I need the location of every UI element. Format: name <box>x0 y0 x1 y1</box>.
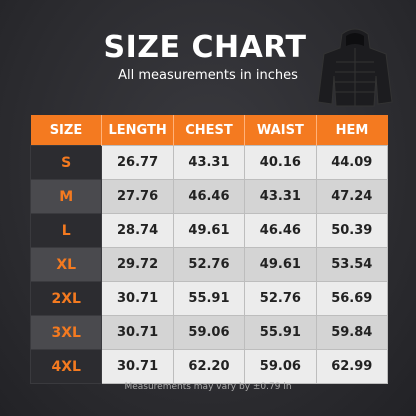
cell: 46.46 <box>244 213 317 248</box>
cell: 27.76 <box>101 179 174 214</box>
size-cell: L <box>29 213 103 248</box>
size-cell: 4XL <box>29 349 103 384</box>
cell: 28.74 <box>101 213 174 248</box>
cell: 59.06 <box>172 315 246 350</box>
cell: 40.16 <box>244 145 317 180</box>
cell: 62.99 <box>315 349 389 384</box>
table-row: M 27.76 46.46 43.31 47.24 <box>29 179 389 214</box>
size-cell: S <box>29 145 103 180</box>
cell: 46.46 <box>172 179 246 214</box>
size-cell: 3XL <box>29 315 103 350</box>
table-row: L 28.74 49.61 46.46 50.39 <box>29 213 389 248</box>
size-cell: 2XL <box>29 281 103 316</box>
cell: 30.71 <box>101 349 174 384</box>
column-header: CHEST <box>172 115 245 146</box>
cell: 29.72 <box>101 247 174 282</box>
jacket-image <box>317 28 393 107</box>
cell: 49.61 <box>244 247 317 282</box>
cell: 50.39 <box>315 213 389 248</box>
size-cell: XL <box>29 247 103 282</box>
cell: 52.76 <box>172 247 246 282</box>
cell: 43.31 <box>172 145 246 180</box>
title: SIZE CHART <box>103 30 307 65</box>
cell: 62.20 <box>172 349 246 384</box>
cell: 59.06 <box>244 349 317 384</box>
cell: 56.69 <box>315 281 389 316</box>
cell: 43.31 <box>244 179 317 214</box>
table-row: S 26.77 43.31 40.16 44.09 <box>29 145 389 180</box>
column-header: HEM <box>315 115 388 146</box>
size-table: SIZE LENGTH CHEST WAIST HEM S 26.77 43.31 40.16… <box>29 115 389 384</box>
column-header: SIZE <box>30 115 102 146</box>
table-row: 4XL 30.71 62.20 59.06 62.99 <box>29 349 389 384</box>
cell: 26.77 <box>101 145 174 180</box>
column-header: WAIST <box>244 115 317 146</box>
cell: 30.71 <box>101 281 174 316</box>
table-row: 3XL 30.71 59.06 55.91 59.84 <box>29 315 389 350</box>
footnote: Measurements may vary by ±0.79 in <box>124 382 292 392</box>
cell: 47.24 <box>315 179 389 214</box>
size-cell: M <box>29 179 103 214</box>
table-row: 2XL 30.71 55.91 52.76 56.69 <box>29 281 389 316</box>
cell: 55.91 <box>172 281 246 316</box>
cell: 49.61 <box>172 213 246 248</box>
column-header: LENGTH <box>101 115 174 146</box>
cell: 44.09 <box>315 145 389 180</box>
cell: 53.54 <box>315 247 389 282</box>
table-row: XL 29.72 52.76 49.61 53.54 <box>29 247 389 282</box>
subtitle: All measurements in inches <box>118 68 298 83</box>
cell: 55.91 <box>244 315 317 350</box>
cell: 30.71 <box>101 315 174 350</box>
cell: 59.84 <box>315 315 389 350</box>
cell: 52.76 <box>244 281 317 316</box>
